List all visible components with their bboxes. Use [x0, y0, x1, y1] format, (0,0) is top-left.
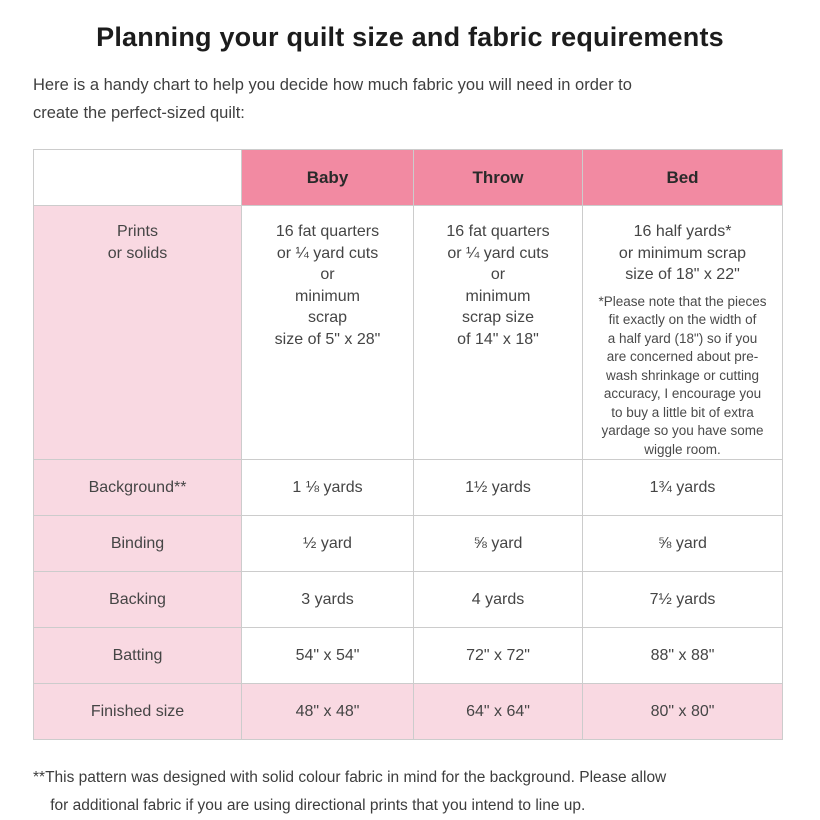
fabric-requirements-table: Baby Throw Bed Prints or solids 16 fat q… — [33, 149, 783, 740]
cell-backing-baby: 3 yards — [241, 571, 414, 628]
cell-binding-baby: ½ yard — [241, 515, 414, 572]
cell-binding-bed: ⅝ yard — [582, 515, 783, 572]
corner-cell — [33, 149, 242, 206]
cell-prints-baby-text: 16 fat quarters or ¼ yard cuts or minimu… — [274, 223, 381, 348]
page-title: Planning your quilt size and fabric requ… — [96, 22, 724, 52]
bed-halfyard-note: *Please note that the pieces fit exactly… — [598, 293, 767, 457]
cell-prints-throw-text: 16 fat quarters or ¼ yard cuts or minimu… — [446, 223, 550, 348]
cell-backing-throw: 4 yards — [413, 571, 583, 628]
cell-prints-bed-text: 16 half yards* or minimum scrap size of … — [618, 223, 747, 283]
row-label-backing: Backing — [33, 571, 242, 628]
column-header-throw: Throw — [413, 149, 583, 206]
row-label-binding: Binding — [33, 515, 242, 572]
cell-batting-baby: 54" x 54" — [241, 627, 414, 684]
cell-background-baby: 1 ⅛ yards — [241, 459, 414, 516]
cell-batting-throw: 72" x 72" — [413, 627, 583, 684]
cell-finished-bed: 80" x 80" — [582, 683, 783, 740]
row-label-finished-size: Finished size — [33, 683, 242, 740]
cell-background-throw: 1½ yards — [413, 459, 583, 516]
intro-text: Here is a handy chart to help you decide… — [33, 76, 632, 122]
column-header-bed: Bed — [582, 149, 783, 206]
row-label-prints-or-solids: Prints or solids — [33, 205, 242, 460]
cell-finished-baby: 48" x 48" — [241, 683, 414, 740]
row-label-batting: Batting — [33, 627, 242, 684]
cell-backing-bed: 7½ yards — [582, 571, 783, 628]
table-row-backing: Backing 3 yards 4 yards 7½ yards — [33, 571, 783, 628]
header-row: Baby Throw Bed — [33, 149, 783, 206]
cell-background-bed: 1¾ yards — [582, 459, 783, 516]
cell-prints-throw: 16 fat quarters or ¼ yard cuts or minimu… — [413, 205, 583, 460]
cell-finished-throw: 64" x 64" — [413, 683, 583, 740]
table-row-binding: Binding ½ yard ⅝ yard ⅝ yard — [33, 515, 783, 572]
row-label-background: Background** — [33, 459, 242, 516]
background-footnote: **This pattern was designed with solid c… — [33, 769, 667, 814]
table-row-batting: Batting 54" x 54" 72" x 72" 88" x 88" — [33, 627, 783, 684]
cell-prints-baby: 16 fat quarters or ¼ yard cuts or minimu… — [241, 205, 414, 460]
cell-prints-bed: 16 half yards* or minimum scrap size of … — [582, 205, 783, 460]
column-header-baby: Baby — [241, 149, 414, 206]
table-row-finished-size: Finished size 48" x 48" 64" x 64" 80" x … — [33, 683, 783, 740]
cell-binding-throw: ⅝ yard — [413, 515, 583, 572]
cell-batting-bed: 88" x 88" — [582, 627, 783, 684]
table-row-prints-or-solids: Prints or solids 16 fat quarters or ¼ ya… — [33, 205, 783, 460]
table-row-background: Background** 1 ⅛ yards 1½ yards 1¾ yards — [33, 459, 783, 516]
